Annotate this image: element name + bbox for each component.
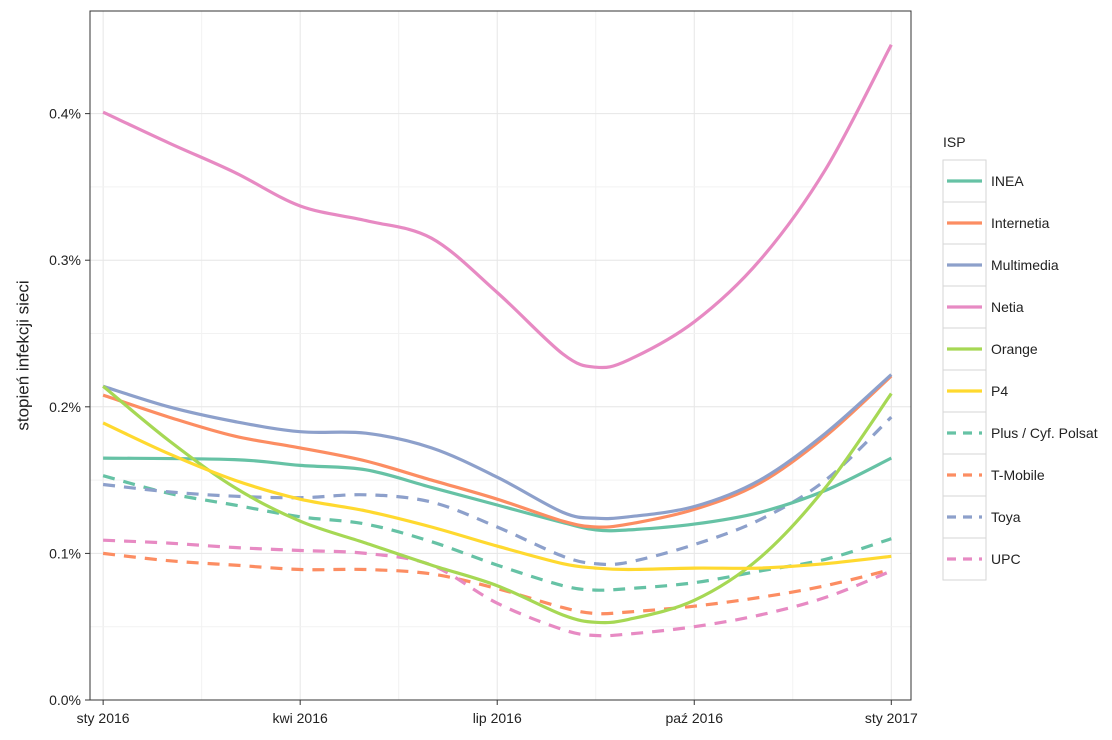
y-tick-label: 0.3% xyxy=(49,252,81,268)
series-lines xyxy=(102,43,893,638)
series-line-toya xyxy=(102,415,893,567)
x-tick-label: lip 2016 xyxy=(473,710,522,726)
y-tick-label: 0.2% xyxy=(49,399,81,415)
series-line-upc xyxy=(103,538,892,638)
series-line-netia xyxy=(102,43,893,370)
legend-label: P4 xyxy=(991,383,1008,399)
legend-label: UPC xyxy=(991,551,1021,567)
legend-label: Toya xyxy=(991,509,1021,525)
x-tick-label: sty 2017 xyxy=(865,710,918,726)
legend-label: T-Mobile xyxy=(991,467,1045,483)
legend-label: Orange xyxy=(991,341,1038,357)
series-line-inea xyxy=(103,456,893,533)
x-tick-label: sty 2016 xyxy=(77,710,130,726)
y-tick-label: 0.1% xyxy=(49,545,81,561)
series-line-orange xyxy=(102,385,893,625)
y-axis-title: stopień infekcji sieci xyxy=(13,280,32,430)
plot-border xyxy=(89,10,912,701)
axes: sty 2016 kwi 2016 lip 2016 paź 2016 sty 2017… xyxy=(49,106,918,726)
series-line-internetia xyxy=(102,374,893,529)
x-tick-label: paź 2016 xyxy=(665,710,723,726)
legend-label: Netia xyxy=(991,299,1024,315)
legend-title: ISP xyxy=(943,134,966,150)
legend-label: Internetia xyxy=(991,215,1050,231)
legend-label: Plus / Cyf. Polsat xyxy=(991,425,1098,441)
legend-label: INEA xyxy=(991,173,1024,189)
x-tick-label: kwi 2016 xyxy=(273,710,328,726)
series-line-p4 xyxy=(102,421,892,572)
y-tick-label: 0.0% xyxy=(49,692,81,708)
y-tick-label: 0.4% xyxy=(49,106,81,122)
legend-label: Multimedia xyxy=(991,257,1059,273)
legend: ISP INEA Internetia Multimedia Netia Orange P… xyxy=(942,134,1098,581)
series-line-multimedia xyxy=(102,373,893,521)
